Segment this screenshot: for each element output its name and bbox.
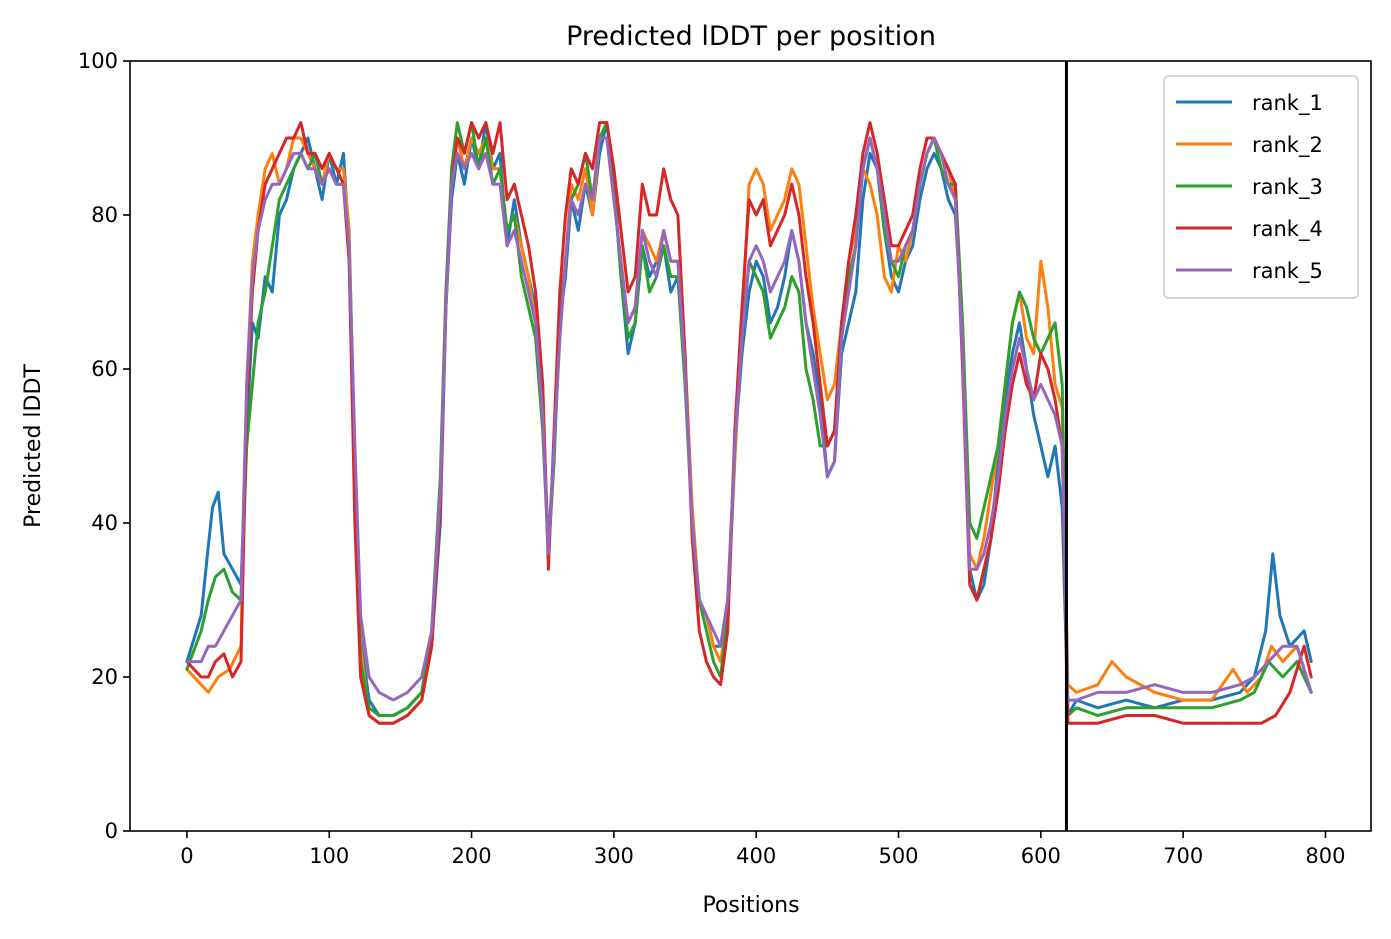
x-tick-label: 0 <box>180 844 193 868</box>
y-axis-title: Predicted lDDT <box>21 364 46 528</box>
x-tick-label: 400 <box>736 844 776 868</box>
legend-label-rank-4: rank_4 <box>1252 217 1323 242</box>
y-tick-label: 100 <box>78 49 118 73</box>
legend-label-rank-3: rank_3 <box>1252 175 1323 200</box>
legend-label-rank-5: rank_5 <box>1252 259 1323 284</box>
x-tick-label: 300 <box>594 844 634 868</box>
legend-box <box>1163 75 1359 299</box>
legend-label-rank-1: rank_1 <box>1252 91 1323 116</box>
plot-frame <box>129 60 1372 832</box>
y-tick-label: 0 <box>105 819 118 843</box>
series-layer <box>185 121 1313 725</box>
x-tick-label: 200 <box>452 844 492 868</box>
x-tick-label: 600 <box>1021 844 1061 868</box>
y-tick-label: 20 <box>91 665 118 689</box>
y-tick-label: 40 <box>91 511 118 535</box>
y-tick-label: 60 <box>91 357 118 381</box>
x-tick-label: 500 <box>878 844 918 868</box>
x-tick-label: 100 <box>309 844 349 868</box>
chart-title: Predicted lDDT per position <box>566 21 936 52</box>
y-axis-ticks: 0 20 40 60 80 100 <box>78 49 130 843</box>
legend: rank_1 rank_2 rank_3 rank_4 rank_5 <box>1163 75 1359 299</box>
x-axis-ticks: 0 100 200 300 400 500 600 700 800 <box>180 831 1346 868</box>
x-tick-label: 700 <box>1163 844 1203 868</box>
legend-label-rank-2: rank_2 <box>1252 133 1323 158</box>
y-tick-label: 80 <box>91 203 118 227</box>
series-line-rank-5 <box>185 136 1313 702</box>
x-tick-label: 800 <box>1305 844 1345 868</box>
x-axis-title: Positions <box>702 893 799 918</box>
